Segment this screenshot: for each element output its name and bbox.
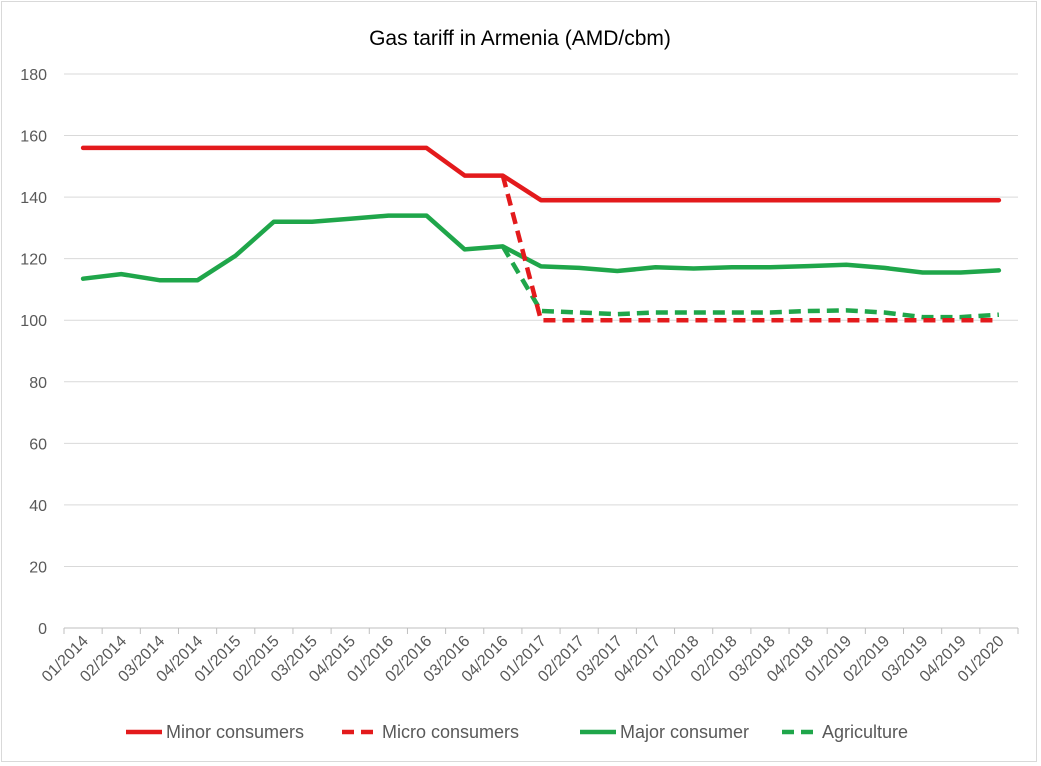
legend-label: Agriculture	[822, 722, 908, 742]
y-tick-label: 0	[38, 621, 47, 638]
series-line-micro-consumers	[500, 175, 999, 323]
legend-label: Major consumer	[620, 722, 749, 742]
y-tick-label: 100	[20, 313, 47, 330]
legend-label: Micro consumers	[382, 722, 519, 742]
y-tick-label: 140	[20, 190, 47, 207]
y-tick-label: 40	[29, 498, 47, 515]
series-line-agriculture	[500, 245, 1000, 320]
y-tick-label: 80	[29, 375, 47, 392]
y-tick-label: 160	[20, 129, 47, 146]
legend-label: Minor consumers	[166, 722, 304, 742]
series-line-minor-consumers	[80, 145, 1002, 203]
series-lines	[80, 145, 1002, 323]
x-axis-ticks: 01/201402/201403/201404/201401/201502/20…	[39, 628, 1019, 686]
y-tick-label: 120	[20, 252, 47, 269]
gridlines	[64, 73, 1018, 629]
legend: Minor consumers Micro consumers Major cons…	[126, 722, 908, 742]
y-tick-label: 180	[20, 67, 47, 84]
y-tick-label: 60	[29, 436, 47, 453]
y-axis-ticks: 0 20 40 60 80 100 120 140 160 180	[20, 67, 47, 638]
chart-title: Gas tariff in Armenia (AMD/cbm)	[369, 27, 671, 50]
series-line-major-consumer	[80, 213, 1002, 283]
y-tick-label: 20	[29, 559, 47, 576]
